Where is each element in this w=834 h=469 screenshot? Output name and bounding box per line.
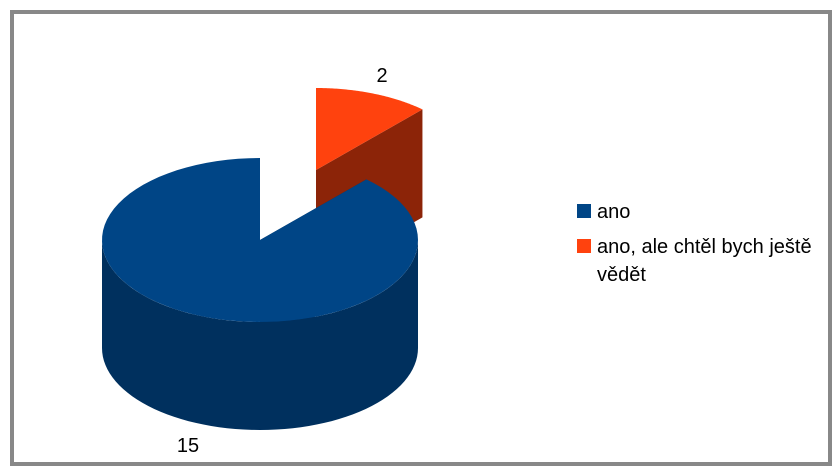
chart-frame [10,10,832,466]
data-label: 2 [376,65,387,87]
legend-label: ano, ale chtěl bych ještě vědět [597,236,812,286]
pie [102,88,423,430]
legend-swatch [577,239,591,253]
legend-swatch [577,204,591,218]
slice-wall [102,240,418,430]
slice [316,88,423,170]
slice [102,158,419,322]
data-label: 15 [177,435,199,457]
legend-label: ano [597,201,631,223]
